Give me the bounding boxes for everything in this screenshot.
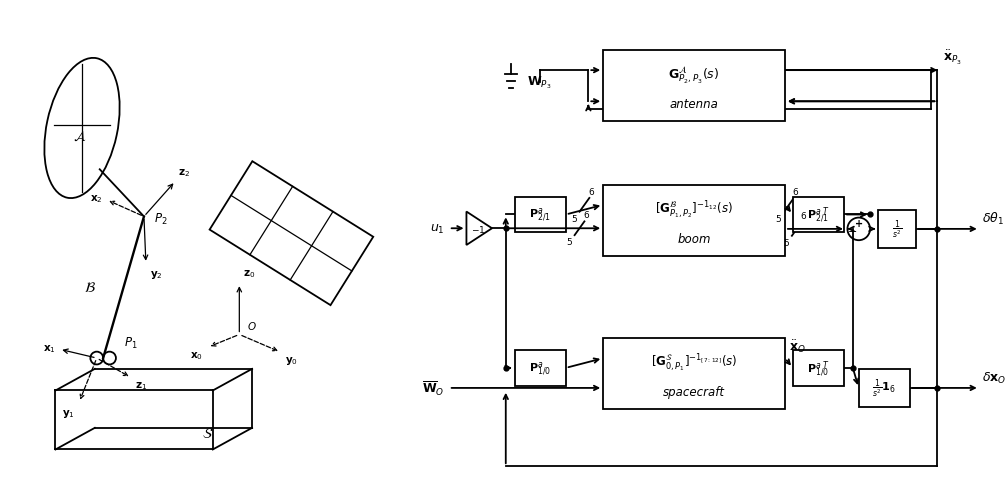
Text: $\mathbf{W}_{P_3}$: $\mathbf{W}_{P_3}$ bbox=[528, 74, 552, 91]
Text: $\mathbf{P}^{a\ T}_{1/0}$: $\mathbf{P}^{a\ T}_{1/0}$ bbox=[807, 358, 830, 378]
Bar bbox=[878, 211, 915, 248]
Text: $\mathbf{z}_2$: $\mathbf{z}_2$ bbox=[178, 167, 190, 179]
Text: $u_1$: $u_1$ bbox=[430, 222, 445, 235]
Text: $\delta\theta_1$: $\delta\theta_1$ bbox=[982, 210, 1004, 226]
Text: $O$: $O$ bbox=[247, 319, 257, 331]
Text: $\mathcal{B}$: $\mathcal{B}$ bbox=[84, 281, 96, 295]
Bar bbox=[603, 185, 785, 256]
Bar bbox=[515, 197, 566, 233]
Text: $\ddot{\mathbf{x}}_{P_3}$: $\ddot{\mathbf{x}}_{P_3}$ bbox=[944, 49, 962, 67]
Text: $[\mathbf{G}^{\mathcal{B}}_{P_1,P_2}]^{-1_{12}}(s)$: $[\mathbf{G}^{\mathcal{B}}_{P_1,P_2}]^{-… bbox=[656, 199, 733, 221]
Text: $\mathbf{P}^{a\ T}_{2/1}$: $\mathbf{P}^{a\ T}_{2/1}$ bbox=[807, 205, 830, 225]
Text: $\frac{1}{s^2}\mathbf{1}_6$: $\frac{1}{s^2}\mathbf{1}_6$ bbox=[872, 377, 896, 400]
Text: $P_1$: $P_1$ bbox=[124, 335, 138, 350]
Text: $\mathcal{S}$: $\mathcal{S}$ bbox=[202, 426, 213, 440]
Text: 5: 5 bbox=[775, 214, 781, 223]
Bar bbox=[859, 369, 910, 407]
Text: 6: 6 bbox=[583, 211, 589, 220]
Text: 5: 5 bbox=[783, 238, 788, 247]
Text: $\mathbf{y}_1$: $\mathbf{y}_1$ bbox=[62, 407, 76, 419]
Text: 6: 6 bbox=[588, 187, 594, 197]
Text: $-1$: $-1$ bbox=[471, 224, 485, 234]
Text: $\mathbf{P}^a_{1/0}$: $\mathbf{P}^a_{1/0}$ bbox=[529, 360, 551, 377]
Text: $\mathbf{x}_1$: $\mathbf{x}_1$ bbox=[42, 343, 55, 354]
Text: 5: 5 bbox=[566, 238, 572, 246]
Text: spacecraft: spacecraft bbox=[663, 385, 725, 398]
Text: $-$: $-$ bbox=[848, 224, 858, 234]
Bar bbox=[793, 350, 844, 386]
Bar bbox=[603, 51, 785, 122]
Bar bbox=[793, 197, 844, 233]
Text: 5: 5 bbox=[571, 214, 577, 223]
Text: $P_2$: $P_2$ bbox=[154, 211, 167, 226]
Text: boom: boom bbox=[678, 232, 711, 245]
Text: +: + bbox=[855, 218, 863, 228]
Text: $\mathbf{x}_2$: $\mathbf{x}_2$ bbox=[90, 192, 103, 204]
Text: antenna: antenna bbox=[670, 98, 718, 111]
Bar bbox=[515, 350, 566, 386]
Text: $\mathcal{A}$: $\mathcal{A}$ bbox=[74, 130, 87, 143]
Text: 6: 6 bbox=[793, 187, 799, 197]
Text: 6: 6 bbox=[801, 212, 807, 221]
Text: $\overline{\mathbf{W}}_O$: $\overline{\mathbf{W}}_O$ bbox=[422, 379, 445, 397]
Text: $\mathbf{G}^{\mathcal{A}}_{P_2,P_3}(s)$: $\mathbf{G}^{\mathcal{A}}_{P_2,P_3}(s)$ bbox=[669, 65, 720, 86]
Text: $\frac{1}{s^2}$: $\frac{1}{s^2}$ bbox=[892, 218, 902, 241]
Text: $\ddot{\mathbf{x}}_O$: $\ddot{\mathbf{x}}_O$ bbox=[788, 338, 806, 355]
Text: $[\mathbf{G}^{\mathcal{S}}_{0,P_1}]^{-1_{[7:12]}}(s)$: $[\mathbf{G}^{\mathcal{S}}_{0,P_1}]^{-1_… bbox=[651, 352, 737, 373]
Text: $\delta\mathbf{x}_O$: $\delta\mathbf{x}_O$ bbox=[982, 370, 1006, 385]
Text: $\mathbf{y}_0$: $\mathbf{y}_0$ bbox=[285, 354, 297, 366]
Bar bbox=[603, 339, 785, 409]
Text: $\mathbf{x}_0$: $\mathbf{x}_0$ bbox=[190, 349, 203, 361]
Text: $\mathbf{P}^a_{2/1}$: $\mathbf{P}^a_{2/1}$ bbox=[529, 206, 551, 224]
Text: $\mathbf{z}_1$: $\mathbf{z}_1$ bbox=[135, 380, 147, 392]
Text: $\mathbf{z}_0$: $\mathbf{z}_0$ bbox=[244, 268, 256, 280]
Text: $\mathbf{y}_2$: $\mathbf{y}_2$ bbox=[150, 268, 162, 280]
